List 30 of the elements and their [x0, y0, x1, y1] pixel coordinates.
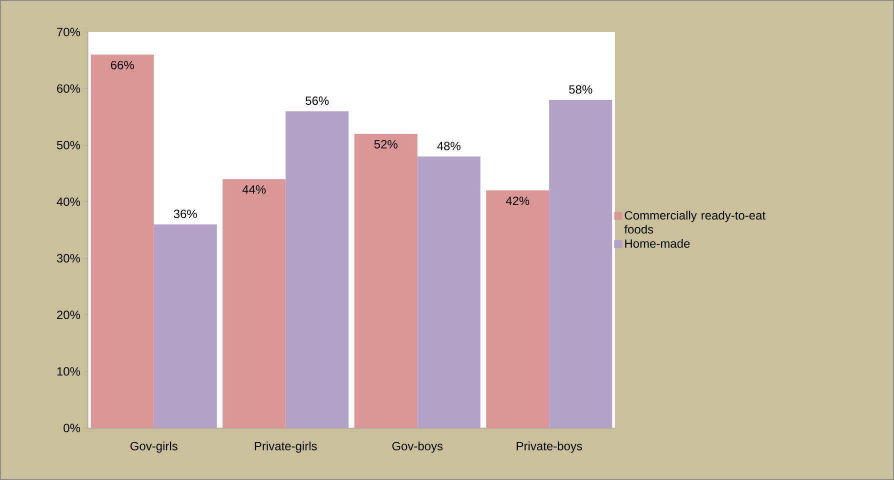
bar — [486, 190, 550, 428]
y-tick-label: 40% — [56, 197, 80, 206]
data-label: 66% — [110, 60, 134, 70]
data-label: 44% — [242, 185, 266, 194]
y-tick-label: 30% — [56, 254, 80, 263]
data-label: 36% — [174, 210, 197, 218]
data-label: 48% — [437, 142, 460, 150]
data-label: 42% — [506, 196, 530, 206]
x-tick-label: Private-boys — [516, 442, 582, 453]
data-label: 58% — [569, 85, 592, 94]
data-label: 52% — [374, 140, 398, 149]
data-label: 56% — [306, 96, 329, 105]
y-tick-label: 20% — [57, 310, 80, 320]
x-tick-label: Gov-girls — [130, 442, 178, 453]
bar — [417, 156, 480, 428]
bar — [354, 134, 418, 428]
bar — [222, 179, 286, 428]
x-tick-label: Private-girls — [254, 442, 317, 453]
y-tick-label: 70% — [57, 28, 80, 36]
legend-label: Home-made — [625, 239, 690, 248]
legend-label: Commercially ready-to-eat foods — [624, 210, 766, 234]
x-tick-label: Gov-boys — [392, 442, 443, 453]
y-tick-label: 10% — [57, 367, 80, 376]
bar — [90, 54, 154, 428]
bar — [154, 224, 217, 428]
bar — [549, 100, 612, 428]
bar — [286, 111, 349, 428]
y-tick-label: 0% — [64, 424, 80, 432]
y-tick-label: 50% — [56, 140, 80, 150]
y-tick-label: 60% — [57, 84, 80, 93]
